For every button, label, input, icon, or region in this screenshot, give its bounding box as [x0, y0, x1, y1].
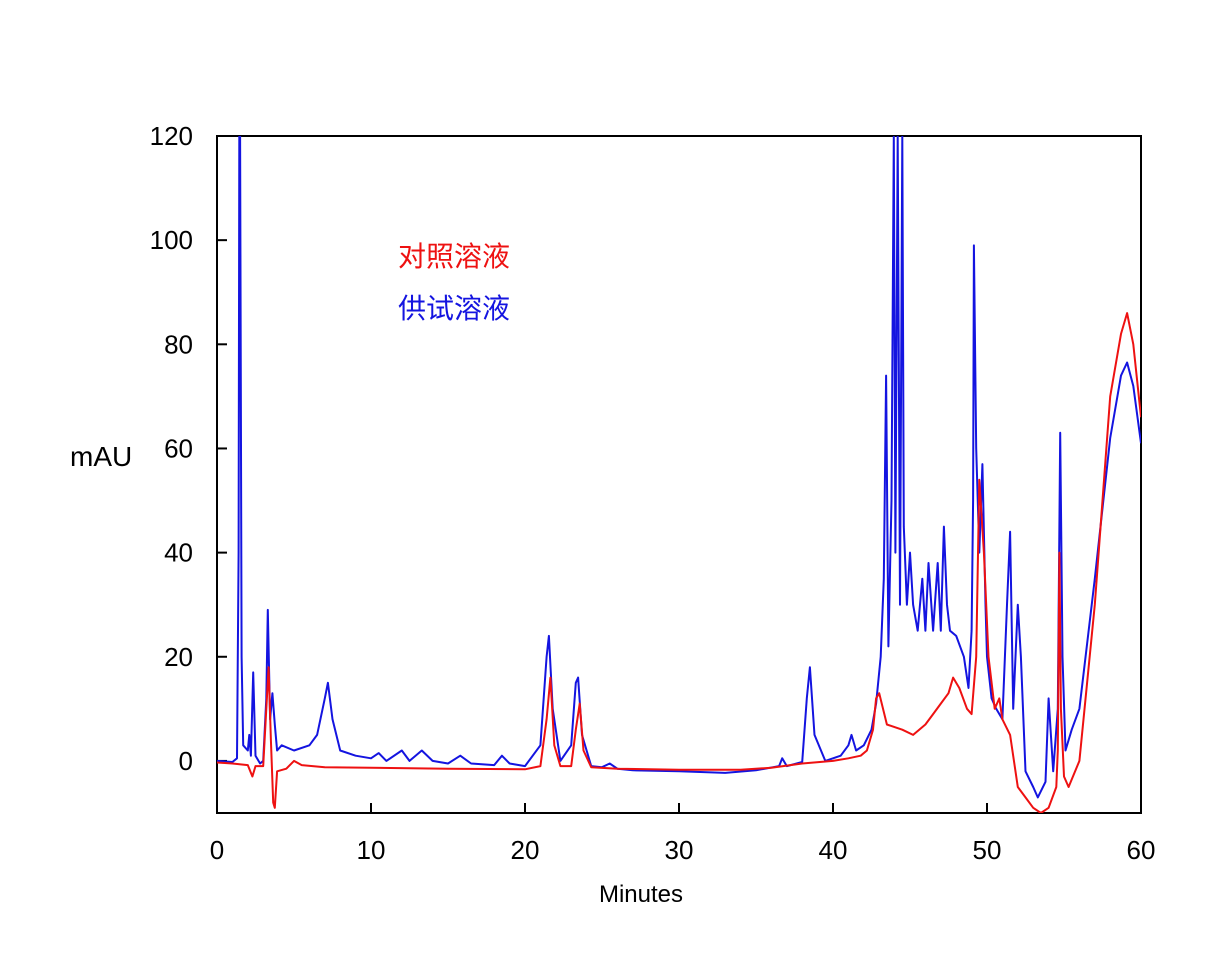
legend: 对照溶液 供试溶液 [398, 240, 510, 325]
x-tick-label: 0 [210, 835, 224, 865]
y-tick-label: 60 [164, 433, 193, 463]
series-layer [217, 136, 1141, 813]
y-tick-label: 0 [179, 746, 193, 776]
y-tick-label: 120 [150, 121, 193, 151]
x-tick-label: 10 [357, 835, 386, 865]
x-tick-label: 50 [973, 835, 1002, 865]
y-tick-label: 80 [164, 329, 193, 359]
legend-entry-reference: 对照溶液 [398, 240, 510, 273]
y-tick-label: 40 [164, 538, 193, 568]
legend-entry-sample: 供试溶液 [398, 292, 510, 325]
x-tick-label: 20 [511, 835, 540, 865]
x-axis-ticks: 0 10 20 30 40 50 60 [210, 803, 1156, 865]
x-axis-title: Minutes [599, 881, 683, 908]
sample-solution-line [217, 136, 1141, 799]
x-tick-label: 60 [1127, 835, 1156, 865]
reference-solution-line [217, 312, 1141, 813]
y-tick-label: 20 [164, 642, 193, 672]
x-tick-label: 40 [819, 835, 848, 865]
y-axis-title: mAU [70, 441, 132, 472]
x-tick-label: 30 [665, 835, 694, 865]
y-axis-ticks: 0 20 40 60 80 100 120 [150, 121, 227, 776]
y-tick-label: 100 [150, 225, 193, 255]
